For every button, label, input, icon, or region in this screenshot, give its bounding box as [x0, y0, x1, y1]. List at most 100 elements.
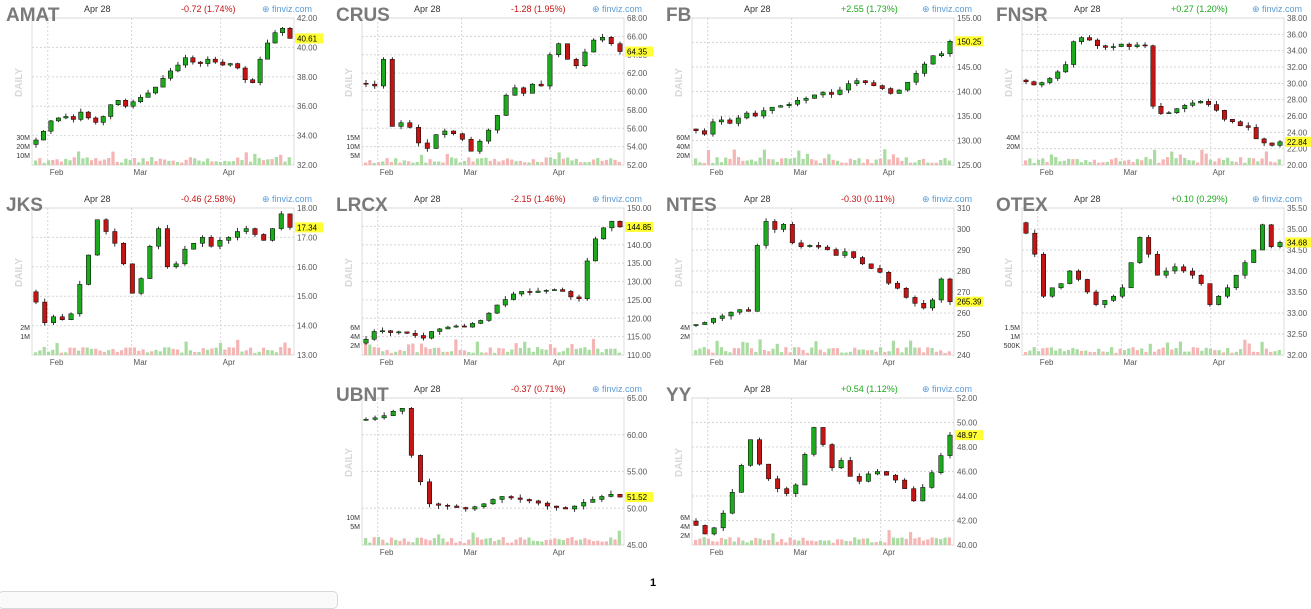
candle-body [1216, 295, 1222, 305]
volume-tick-label: 2M [20, 325, 30, 332]
candle-body [1261, 138, 1267, 144]
volume-tick-label: 1M [20, 334, 30, 341]
volume-bar [810, 159, 814, 165]
side-label: DAILY [344, 68, 355, 97]
volume-bar [745, 342, 749, 355]
chart-svg: 42.00 40.00 38.00 36.00 34.00 32.00 Feb Mar Apr 3… [6, 4, 323, 177]
candle-body [436, 503, 442, 506]
last-price-box [1285, 237, 1311, 248]
chart-fnsr[interactable]: 38.00 36.00 34.00 32.00 30.00 28.00 26.00 24.00… [992, 2, 1311, 187]
volume-bar [818, 162, 822, 165]
volume-bar [934, 538, 938, 545]
chart-yy[interactable]: 52.00 50.00 48.00 46.00 44.00 42.00 40.00 Feb Ma… [662, 382, 984, 567]
x-tick-label: Mar [134, 358, 148, 367]
volume-bar [154, 349, 158, 355]
volume-bar [827, 540, 831, 545]
y-tick-label: 300 [957, 225, 971, 234]
volume-bar [737, 348, 741, 355]
volume-bar [754, 537, 758, 545]
finviz-watermark: ⊕ finviz.com [592, 4, 642, 14]
chart-fb[interactable]: 155.00150.00145.00140.00135.00130.00125.… [662, 2, 984, 187]
volume-bar [741, 160, 745, 165]
volume-bar [1140, 348, 1144, 355]
volume-bar [389, 352, 393, 355]
volume-bar [407, 344, 411, 355]
volume-bar [236, 157, 240, 165]
candle-body [175, 64, 181, 72]
volume-bar [372, 162, 376, 165]
x-tick-label: Apr [223, 358, 236, 367]
chart-otex[interactable]: 35.50 35.00 34.50 34.00 33.50 33.00 32.50 32.00… [992, 192, 1311, 377]
volume-bar [527, 347, 531, 355]
volume-bar [1200, 149, 1204, 165]
volume-bar [124, 347, 128, 355]
volume-bar [475, 158, 479, 165]
candle-body [191, 243, 197, 250]
volume-bar [784, 347, 788, 355]
candle-body [930, 299, 935, 309]
y-tick-label: 65.00 [627, 394, 648, 403]
horizontal-scrollbar[interactable] [0, 591, 338, 609]
candle-body [781, 224, 787, 230]
volume-bar [921, 158, 926, 165]
volume-bar [107, 157, 111, 165]
candle-body [147, 245, 153, 279]
volume-bar [883, 542, 887, 545]
volume-bar [231, 161, 235, 165]
volume-bar [68, 160, 72, 165]
page-number[interactable]: 1 [650, 577, 657, 589]
volume-bar [1075, 159, 1079, 165]
volume-bar [943, 537, 947, 545]
volume-bar [827, 154, 831, 165]
volume-bar [394, 158, 398, 165]
candle-body [538, 83, 544, 87]
volume-bar [1110, 347, 1114, 355]
candle-body [227, 63, 233, 66]
candle-body [130, 101, 136, 107]
volume-bar [223, 160, 227, 165]
volume-bar [1256, 352, 1260, 355]
volume-bar [694, 158, 698, 165]
chart-lrcx[interactable]: 150.00145.00140.00135.00130.00125.00120.… [332, 192, 654, 377]
volume-bar [1226, 157, 1230, 165]
volume-bar [402, 350, 406, 355]
candle-body [461, 325, 467, 328]
volume-bar [368, 542, 372, 545]
volume-bar [771, 159, 775, 165]
chart-amat[interactable]: 42.00 40.00 38.00 36.00 34.00 32.00 Feb Mar Apr 3… [2, 2, 324, 187]
volume-bar [900, 160, 904, 165]
candle-body [544, 502, 550, 507]
candle-body [205, 58, 211, 64]
chart-jks[interactable]: 18.00 17.00 16.00 15.00 14.00 13.00 Feb Mar Apr 2… [2, 192, 324, 377]
volume-bar [909, 532, 913, 545]
volume-bar [801, 158, 805, 165]
volume-bar [55, 159, 59, 165]
volume-bar [432, 538, 436, 545]
volume-bar [548, 539, 553, 545]
volume-bar [184, 159, 188, 165]
date-label: Apr 28 [84, 194, 111, 204]
y-tick-label: 32.50 [1287, 330, 1308, 339]
candle-body [746, 309, 752, 312]
y-tick-label: 290 [957, 246, 971, 255]
candle-body [854, 80, 860, 84]
volume-bar [184, 341, 188, 355]
volume-bar [741, 540, 745, 545]
x-tick-label: Feb [380, 548, 394, 557]
y-tick-label: 33.50 [1287, 288, 1308, 297]
y-tick-label: 34.50 [1287, 246, 1308, 255]
volume-bar [557, 539, 561, 545]
y-tick-label: 28.00 [1287, 96, 1308, 105]
y-tick-label: 155.00 [957, 14, 982, 23]
volume-bar [450, 157, 454, 165]
volume-bar [501, 537, 505, 545]
chart-ntes[interactable]: 310 300 290 280 270 260 250 240 Feb Mar Apr 4M 2M 265… [662, 192, 984, 377]
volume-bar [1221, 159, 1225, 165]
chart-crus[interactable]: 68.0066.0064.0062.0060.0058.0056.0054.00… [332, 2, 654, 187]
volume-bar [120, 350, 124, 355]
candle-body [902, 479, 908, 489]
candle-body [766, 463, 772, 480]
volume-bar [283, 342, 287, 355]
chart-ubnt[interactable]: 65.00 60.00 55.00 50.00 45.00 Feb Mar Apr 10M 5M 5… [332, 382, 654, 567]
candle-body [412, 333, 418, 336]
